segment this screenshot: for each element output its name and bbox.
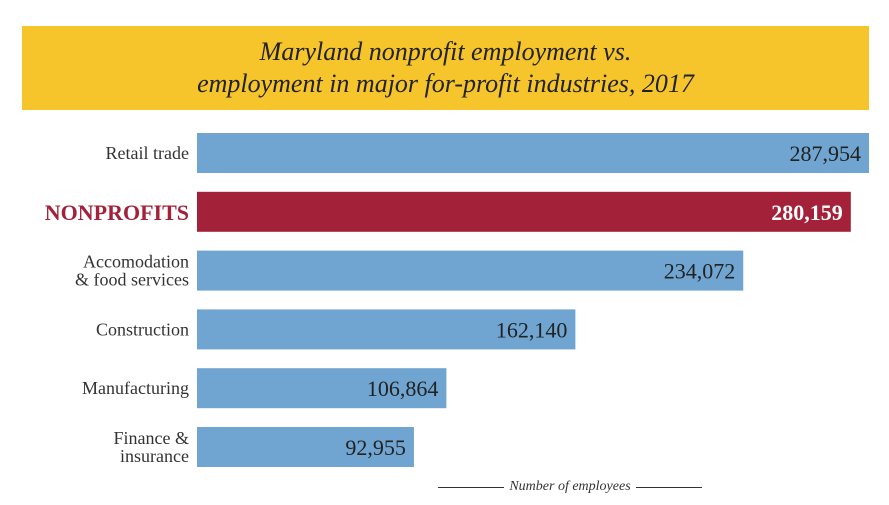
category-label-manufacturing: Manufacturing (82, 378, 189, 398)
category-label-construction: Construction (96, 319, 189, 339)
chart-title: Maryland nonprofit employment vs. employ… (22, 26, 869, 110)
value-label-construction: 162,140 (496, 317, 568, 342)
chart-title-line-2: employment in major for-profit industrie… (197, 69, 694, 98)
bar-nonprofits (197, 191, 851, 232)
value-label-accomodation-food-services: 234,072 (664, 259, 736, 284)
value-label-manufacturing: 106,864 (367, 376, 439, 401)
bar-construction (197, 309, 576, 350)
value-label-retail-trade: 287,954 (790, 141, 862, 166)
x-axis-label-rule-right (635, 486, 702, 488)
category-label-nonprofits: NONPROFITS (45, 200, 189, 225)
category-label-line: & food services (75, 270, 189, 290)
category-label-line: Accomodation (83, 252, 189, 272)
category-label-retail-trade: Retail trade (106, 143, 189, 163)
bar-manufacturing (197, 368, 447, 409)
bar-retail-trade (197, 133, 869, 173)
bar-finance-insurance (197, 427, 414, 467)
value-label-nonprofits: 280,159 (771, 200, 843, 225)
category-label-accomodation-food-services: Accomodation & food services (75, 252, 189, 290)
bar-accomodation-food-services (197, 250, 744, 291)
category-label-line: Finance & (114, 428, 189, 448)
x-axis-label-text: Number of employees (509, 479, 631, 494)
x-axis-label: Number of employees (438, 478, 702, 496)
x-axis-label-rule-left (438, 486, 505, 488)
chart-title-line-1: Maryland nonprofit employment vs. (259, 37, 632, 66)
category-label-finance-insurance: Finance & insurance (114, 428, 189, 466)
category-label-line: insurance (120, 446, 189, 466)
value-label-finance-insurance: 92,955 (345, 435, 406, 460)
